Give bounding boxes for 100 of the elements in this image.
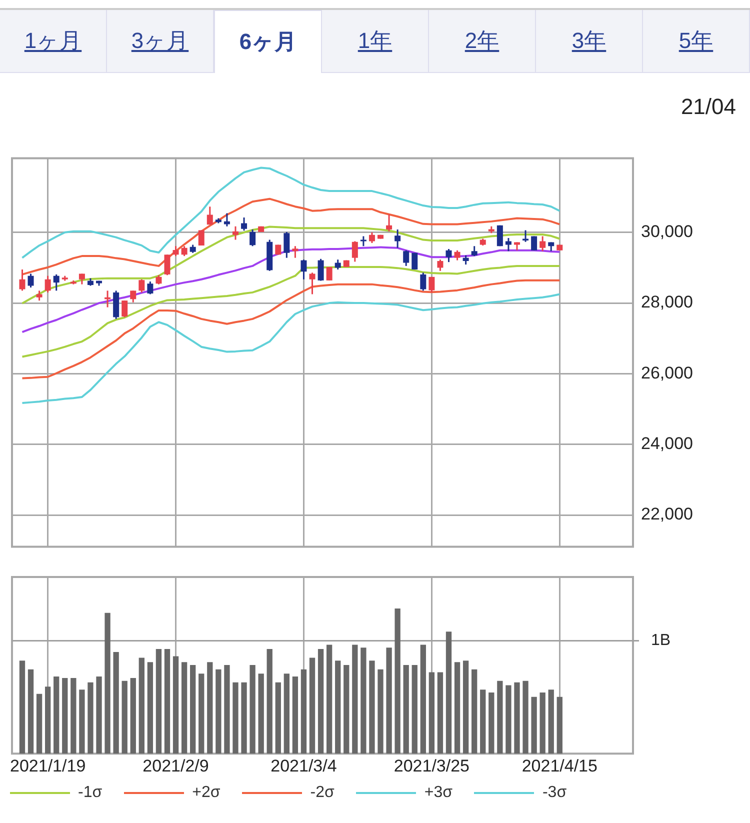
candlestick (198, 230, 204, 246)
candlestick (36, 290, 42, 302)
bar (506, 685, 512, 754)
candlestick (241, 216, 248, 232)
candlestick (122, 300, 128, 318)
candlestick (232, 226, 238, 241)
bar (190, 664, 196, 754)
candlestick (53, 274, 60, 292)
bar (497, 680, 503, 754)
text: 5年 (643, 10, 750, 72)
bar (446, 632, 452, 754)
candlestick (164, 254, 170, 276)
bar (437, 672, 444, 754)
bar (556, 696, 562, 754)
bar (394, 608, 400, 754)
candlestick (540, 236, 546, 252)
bar (292, 676, 298, 754)
candlestick (360, 236, 366, 247)
candlestick (454, 250, 460, 262)
bar (147, 662, 154, 754)
bar (258, 674, 264, 754)
bar (250, 664, 256, 754)
candlestick (368, 232, 375, 244)
candlestick (284, 231, 290, 259)
bar (352, 644, 358, 754)
text: 3ヶ月 (107, 10, 214, 72)
bar (113, 652, 119, 754)
bar (275, 682, 281, 754)
bar (232, 682, 238, 754)
candlestick (318, 258, 324, 282)
candlestick (224, 212, 230, 228)
bar (28, 669, 34, 754)
bar (540, 692, 546, 754)
bar (104, 612, 110, 754)
bar (224, 664, 230, 754)
candlestick (292, 245, 298, 259)
candlestick (471, 245, 478, 257)
bar (300, 669, 307, 754)
bar (488, 692, 494, 754)
legend-label: -3σ (542, 784, 567, 802)
candlestick (462, 254, 469, 266)
text: 21/04 (680, 94, 736, 120)
candlestick (250, 228, 256, 247)
bar (386, 648, 392, 754)
candlestick (19, 268, 26, 292)
ref-line-label: 1B (651, 632, 671, 650)
candlestick (206, 206, 213, 226)
bar (309, 658, 316, 754)
bar (344, 664, 350, 754)
bar (181, 662, 188, 754)
candlestick (44, 275, 51, 294)
candlestick (28, 272, 34, 288)
candlestick (172, 245, 179, 257)
bar (266, 649, 272, 754)
y-tick-label: 24,000 (641, 434, 693, 454)
bar (70, 678, 76, 754)
bar (62, 678, 68, 754)
candlestick (326, 266, 332, 282)
bar (19, 660, 26, 754)
bar (79, 690, 85, 754)
candlestick (420, 272, 426, 292)
bar (96, 676, 102, 754)
candlestick (531, 236, 538, 252)
text: 6ヶ月 (214, 10, 322, 72)
candlestick (130, 290, 136, 304)
x-tick-label: 2021/2/9 (142, 756, 209, 776)
candlestick (437, 258, 444, 272)
bar (548, 690, 554, 754)
bar (412, 664, 418, 754)
bar (480, 690, 486, 754)
text: 3年 (536, 10, 643, 72)
bar (198, 674, 204, 754)
bar (138, 658, 144, 754)
text: 1年 (322, 10, 429, 72)
candlestick (334, 258, 341, 270)
bar (514, 682, 520, 754)
bar (156, 649, 162, 754)
bar (472, 669, 478, 754)
bar (462, 660, 469, 754)
bar (335, 660, 341, 754)
candlestick (394, 228, 401, 249)
bar (122, 680, 128, 754)
bar (369, 660, 375, 754)
y-tick-label: 26,000 (641, 363, 693, 382)
bar (36, 694, 42, 754)
candlestick (386, 214, 392, 232)
y-tick-label: 30,000 (641, 222, 693, 242)
text: 1ヶ月 (0, 10, 107, 72)
candlestick (309, 272, 316, 295)
bar (403, 664, 409, 754)
y-tick-label: 28,000 (641, 292, 693, 312)
x-tick-label: 2021/1/19 (10, 756, 86, 776)
bar (44, 686, 51, 754)
legend-label: -1σ (78, 784, 102, 802)
bar (88, 682, 94, 754)
legend-label: +3σ (424, 784, 452, 802)
bar (318, 649, 324, 754)
bar (326, 644, 332, 754)
bar (207, 662, 213, 754)
candlestick (138, 278, 145, 294)
